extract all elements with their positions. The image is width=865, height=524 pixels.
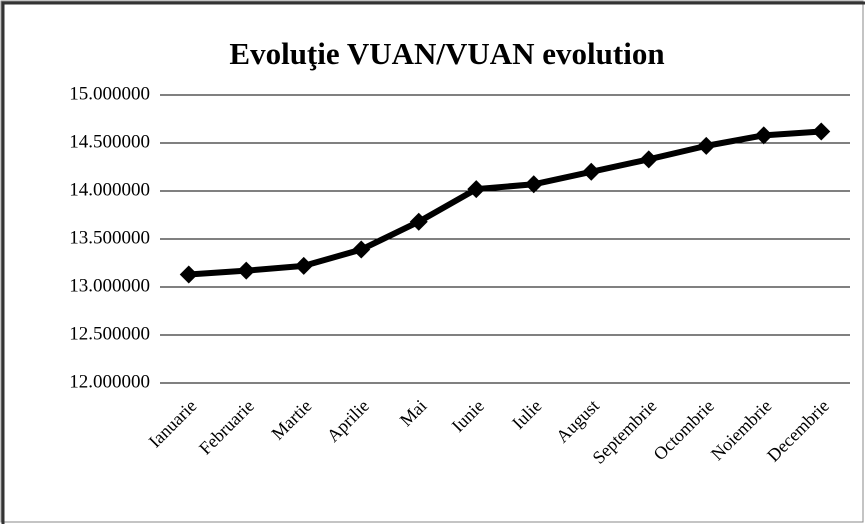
y-tick-label: 13.500000 xyxy=(69,227,150,248)
y-tick-label: 12.000000 xyxy=(69,371,150,392)
data-point xyxy=(697,136,716,155)
data-point xyxy=(467,180,486,199)
data-point xyxy=(237,261,256,280)
y-tick-label: 14.000000 xyxy=(69,179,150,200)
data-point xyxy=(812,122,831,141)
y-tick-label: 12.500000 xyxy=(69,323,150,344)
chart-title: Evoluţie VUAN/VUAN evolution xyxy=(229,36,664,71)
y-tick-label: 13.000000 xyxy=(69,275,150,296)
data-point xyxy=(294,256,313,275)
y-tick-label: 14.500000 xyxy=(69,131,150,152)
series-line xyxy=(188,128,822,278)
data-point xyxy=(639,150,658,169)
data-point xyxy=(582,162,601,181)
data-point xyxy=(754,126,773,145)
data-point xyxy=(409,212,428,231)
y-tick-label: 15.000000 xyxy=(69,83,150,104)
data-point xyxy=(524,175,543,194)
data-point xyxy=(352,240,371,259)
data-point xyxy=(179,265,198,284)
